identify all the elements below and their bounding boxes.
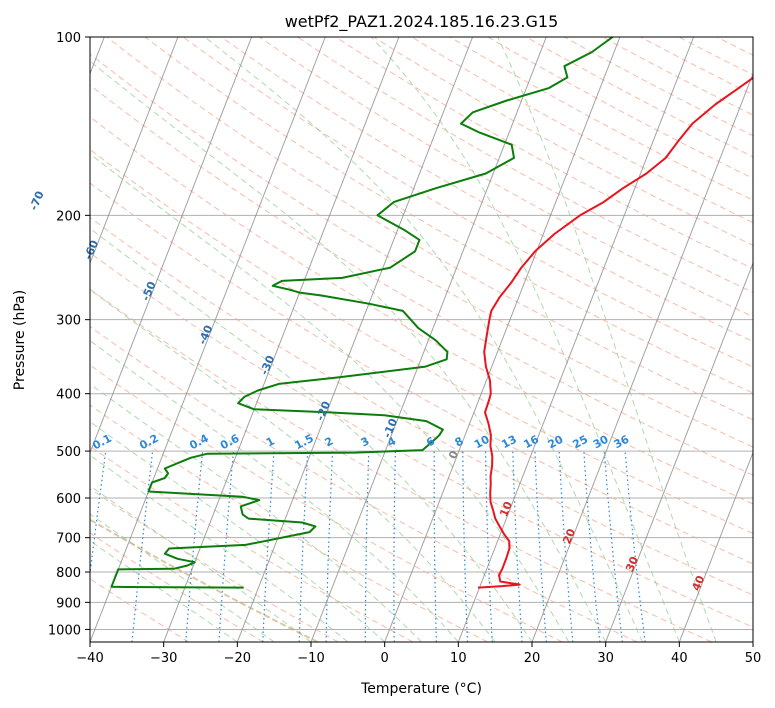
isotherm-label: 10: [497, 499, 515, 518]
mixing-ratio-line: [298, 451, 309, 642]
isotherm: [605, 261, 753, 642]
mixing-ratio-line: [364, 451, 370, 642]
dry-adiabat: [90, 84, 753, 476]
moist-adiabat: [90, 288, 496, 642]
mixing-ratio-line: [624, 451, 646, 642]
dry-adiabat: [90, 532, 264, 642]
moist-adiabat: [497, 37, 717, 642]
y-tick-label: 700: [56, 532, 81, 547]
x-tick-label: 40: [671, 651, 688, 666]
moist-adiabat: [204, 37, 643, 642]
mixing-ratio-line: [325, 451, 334, 642]
mixing-ratio-line: [558, 451, 574, 642]
dry-adiabat: [90, 53, 753, 448]
mixing-ratio-label: 30: [591, 433, 611, 452]
y-tick-label: 1000: [48, 623, 81, 638]
isotherm: [457, 37, 695, 642]
mixing-ratio-line: [583, 451, 601, 642]
mixing-ratio-line: [433, 451, 437, 642]
x-tick-label: 0: [381, 651, 389, 666]
x-axis-label: Temperature (°C): [360, 681, 482, 697]
dewpoint-profile: [110, 37, 614, 589]
y-tick-label: 300: [56, 314, 81, 329]
isotherm: [163, 37, 400, 642]
dry-adiabat: [90, 182, 753, 565]
mixing-ratio-line: [512, 451, 523, 642]
y-tick-label: 600: [56, 492, 81, 507]
isotherm: [531, 72, 753, 642]
isotherm: [90, 37, 253, 454]
isotherm: [384, 37, 621, 642]
moist-adiabat: [90, 227, 533, 642]
mixing-ratio-line: [185, 451, 204, 642]
y-axis-label: Pressure (hPa): [12, 290, 28, 390]
background-lines: [90, 37, 753, 642]
moist-adiabat: [90, 153, 570, 642]
moist-adiabat: [370, 37, 680, 642]
mixing-ratio-label: 16: [521, 432, 541, 451]
x-tick-label: −30: [150, 651, 177, 666]
plot-frame: [89, 36, 754, 643]
mixing-ratio-label: 10: [472, 433, 492, 452]
dry-adiabat: [90, 325, 638, 642]
dry-adiabat: [90, 148, 753, 535]
x-tick-label: −10: [297, 651, 324, 666]
y-tick-label: 800: [56, 566, 81, 581]
axes: −40 −30 −20 −10 0 10 20 30 40 50 100 200 300 400 500 60…: [48, 31, 761, 666]
mixing-ratio-label: 36: [612, 432, 632, 451]
mixing-ratio-line: [218, 451, 234, 642]
dry-adiabat: [220, 37, 753, 343]
dry-adiabat: [90, 288, 712, 642]
isotherm: [236, 37, 474, 642]
dry-adiabat: [487, 37, 753, 179]
x-tick-label: −40: [76, 651, 103, 666]
mixing-ratio-label: 25: [570, 433, 590, 452]
mixing-ratio-line: [603, 451, 623, 642]
dry-adiabat: [182, 37, 753, 368]
moist-adiabat: [90, 454, 349, 642]
mixing-ratio-line: [462, 451, 469, 642]
mixing-ratio-line: [131, 451, 154, 642]
lcl-curve: [90, 518, 319, 642]
y-tick-label: 500: [56, 445, 81, 460]
isotherm-label: 30: [623, 554, 641, 573]
moist-adiabat: [90, 540, 238, 642]
mixing-ratio-line: [534, 451, 547, 642]
isotherm-label: 20: [560, 526, 578, 545]
dry-adiabat: [144, 37, 753, 394]
x-tick-label: 10: [450, 651, 467, 666]
dry-adiabat: [90, 445, 414, 642]
isotherm-label: 40: [689, 573, 707, 592]
y-tick-label: 100: [56, 31, 81, 46]
isotherm: [90, 37, 326, 642]
mixing-ratio-label: 20: [546, 433, 566, 452]
moist-adiabat: [90, 383, 422, 642]
temperature-profile: [477, 76, 753, 589]
isotherm: [90, 37, 179, 265]
mixing-ratio-line: [484, 451, 493, 642]
dry-adiabat: [106, 37, 753, 421]
isotherm: [678, 451, 753, 642]
x-tick-label: 20: [524, 651, 541, 666]
x-tick-label: −20: [224, 651, 251, 666]
profile-series: [110, 37, 753, 589]
chart-title: wetPf2_PAZ1.2024.185.16.23.G15: [285, 12, 559, 32]
y-tick-label: 200: [56, 209, 81, 224]
isotherm: [310, 37, 547, 642]
mixing-ratio-line: [262, 451, 275, 642]
x-tick-label: 30: [597, 651, 614, 666]
mixing-ratio-label: 13: [499, 433, 519, 452]
moist-adiabat: [90, 513, 275, 642]
y-tick-label: 900: [56, 596, 81, 611]
y-tick-label: 400: [56, 388, 81, 403]
mixing-ratio-line: [90, 451, 107, 579]
moist-adiabat: [90, 421, 386, 642]
x-tick-label: 50: [745, 651, 762, 666]
dry-adiabat: [90, 404, 488, 642]
